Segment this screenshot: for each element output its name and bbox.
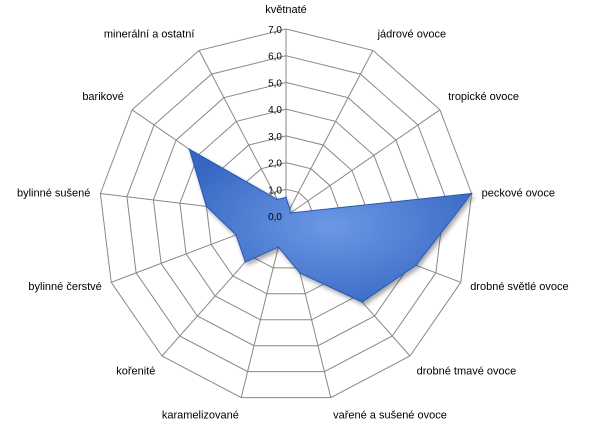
tick-label: 0,0 xyxy=(268,212,282,223)
category-label: drobné světlé ovoce xyxy=(470,281,568,293)
grid-ring-6 xyxy=(126,55,446,373)
category-label: vařené a sušené ovoce xyxy=(333,409,447,420)
data-point-12 xyxy=(276,198,279,201)
data-point-6 xyxy=(299,272,301,274)
tick-label: 2,0 xyxy=(268,159,282,170)
grid-spoke-2 xyxy=(285,109,441,217)
data-point-3 xyxy=(470,192,473,195)
data-point-9 xyxy=(235,234,237,236)
category-label: tropické ovoce xyxy=(448,91,519,103)
data-point-5 xyxy=(361,301,364,303)
data-point-2 xyxy=(289,212,292,214)
tick-label: 5,0 xyxy=(268,78,282,89)
grid-spoke-12 xyxy=(198,50,287,217)
tick-label: 1,0 xyxy=(268,185,282,196)
category-labels: květnaté jádrové ovoce tropické ovoce pecko… xyxy=(17,4,569,421)
data-point-8 xyxy=(244,261,247,263)
category-label: bylinné sušené xyxy=(17,187,90,199)
tick-label: 6,0 xyxy=(268,52,282,63)
grid-spoke-1 xyxy=(285,50,374,217)
grid-ring-5 xyxy=(152,81,420,347)
data-point-11 xyxy=(188,148,191,150)
data-point-4 xyxy=(415,264,417,267)
tick-label: 4,0 xyxy=(268,105,282,116)
category-label: minerální a ostatní xyxy=(104,29,195,41)
data-point-7 xyxy=(277,246,280,248)
category-label: jádrové ovoce xyxy=(377,29,447,41)
category-label: peckové ovoce xyxy=(482,187,555,199)
category-label: drobné tmavé ovoce xyxy=(417,366,517,378)
category-label: kořenité xyxy=(116,366,155,378)
series-layer xyxy=(188,148,473,303)
tick-labels: 0,0 1,0 2,0 3,0 4,0 5,0 6,0 7,0 xyxy=(268,25,282,223)
category-label: barikové xyxy=(82,91,124,103)
tick-label: 7,0 xyxy=(268,25,282,36)
series-area-0 xyxy=(188,148,473,303)
data-point-0 xyxy=(285,196,287,199)
category-label: bylinné čerstvé xyxy=(28,281,101,293)
data-point-10 xyxy=(205,205,208,208)
data-point-1 xyxy=(288,208,291,210)
category-label: květnaté xyxy=(265,4,307,16)
tick-label: 3,0 xyxy=(268,132,282,143)
grid-ring-7 xyxy=(99,28,473,399)
category-label: karamelizované xyxy=(162,409,239,420)
